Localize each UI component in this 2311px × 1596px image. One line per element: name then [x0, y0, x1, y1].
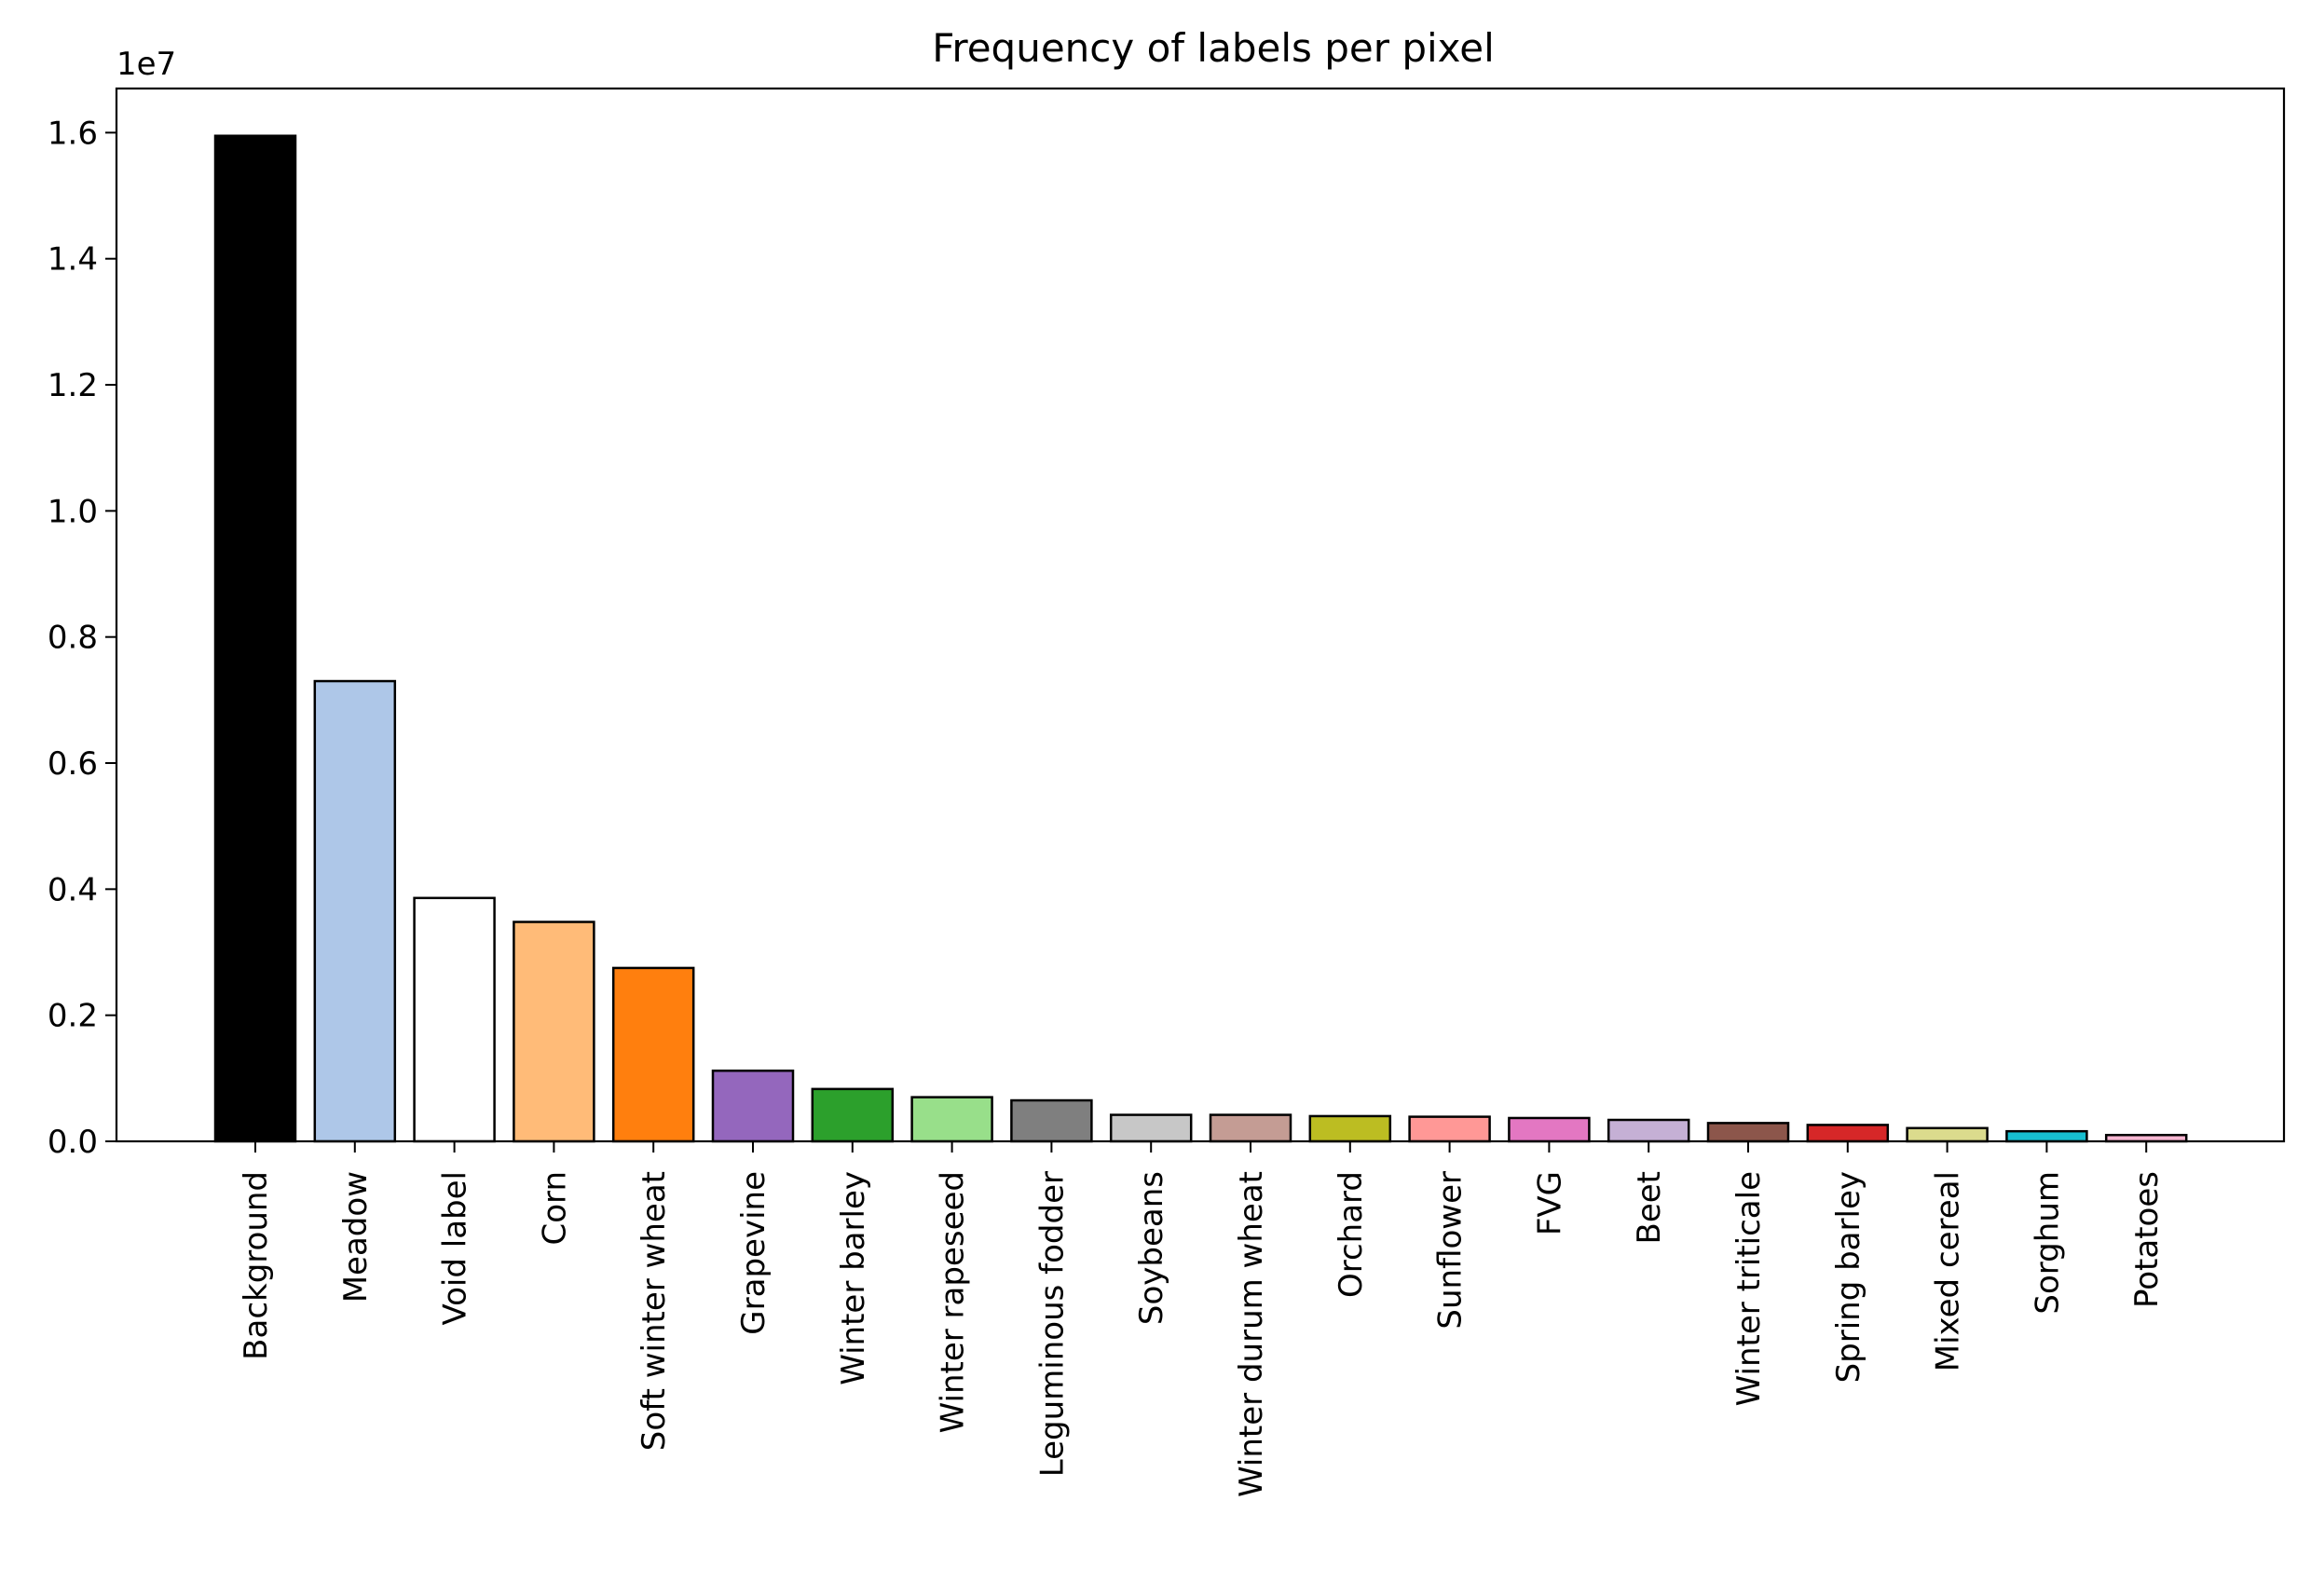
y-axis-ticks: 0.0 0.2 0.4 0.6 0.8 1.0 1.2 1.4 1.6 — [48, 115, 116, 1161]
bar-void-label — [413, 896, 496, 1143]
x-tick-label-sunflower: Sunflower — [1432, 1171, 1470, 1330]
x-tick-label-winter-triticale: Winter triticale — [1730, 1171, 1768, 1406]
y-tick-label: 1.6 — [48, 115, 98, 152]
bar-corn — [513, 921, 595, 1143]
bar-sorghum — [2005, 1129, 2088, 1143]
x-tick-label-beet: Beet — [1631, 1171, 1668, 1245]
x-tick-label-background: Background — [238, 1171, 275, 1360]
bar-grapevine — [711, 1069, 795, 1143]
x-tick-label-winter-rapeseed: Winter rapeseed — [935, 1171, 972, 1433]
x-tick-label-potatoes: Potatoes — [2128, 1171, 2166, 1308]
x-tick-label-winter-durum-wheat: Winter durum wheat — [1233, 1171, 1270, 1497]
x-tick-label-soft-winter-wheat: Soft winter wheat — [636, 1171, 673, 1451]
y-tick-label: 0.4 — [48, 871, 98, 908]
y-tick-label: 0.0 — [48, 1124, 98, 1161]
x-tick-label-sorghum: Sorghum — [2029, 1171, 2066, 1315]
bar-winter-barley — [811, 1087, 895, 1143]
plot-frame — [115, 87, 2286, 1143]
x-tick-label-soybeans: Soybeans — [1133, 1171, 1170, 1325]
bar-soft-winter-wheat — [611, 966, 695, 1143]
bar-beet — [1607, 1118, 1690, 1143]
bars-group — [213, 134, 2188, 1143]
x-tick-label-spring-barley: Spring barley — [1830, 1171, 1867, 1383]
x-tick-label-mixed-cereal: Mixed cereal — [1930, 1171, 1967, 1371]
y-tick-label: 1.2 — [48, 367, 98, 404]
x-tick-label-void-label: Void label — [437, 1171, 474, 1325]
bar-mixed-cereal — [1906, 1126, 1989, 1143]
x-tick-label-meadow: Meadow — [337, 1171, 375, 1303]
bar-leguminous-fodder — [1010, 1098, 1093, 1143]
x-tick-label-fvg: FVG — [1531, 1171, 1568, 1235]
bar-meadow — [313, 679, 397, 1143]
x-tick-label-leguminous-fodder: Leguminous fodder — [1033, 1171, 1071, 1477]
x-tick-label-corn: Corn — [536, 1171, 573, 1245]
bar-winter-rapeseed — [910, 1096, 993, 1143]
y-tick-label: 0.6 — [48, 745, 98, 783]
chart-title: Frequency of labels per pixel — [932, 25, 1494, 71]
y-tick-label: 1.0 — [48, 493, 98, 530]
y-axis-scale-label: 1e7 — [116, 46, 176, 83]
bar-sunflower — [1408, 1115, 1491, 1143]
bar-spring-barley — [1806, 1124, 1890, 1143]
x-tick-label-grapevine: Grapevine — [735, 1171, 773, 1335]
y-tick-label: 0.2 — [48, 998, 98, 1035]
bar-orchard — [1308, 1114, 1392, 1143]
x-tick-label-orchard: Orchard — [1333, 1171, 1370, 1298]
x-tick-label-winter-barley: Winter barley — [835, 1171, 872, 1385]
x-axis-ticks: Background Meadow Void label Corn Soft winte… — [238, 1141, 2166, 1497]
bar-background — [213, 134, 297, 1143]
y-tick-label: 0.8 — [48, 620, 98, 657]
bar-winter-durum-wheat — [1209, 1113, 1292, 1143]
y-tick-label: 1.4 — [48, 241, 98, 279]
bar-fvg — [1508, 1116, 1591, 1143]
bar-soybeans — [1109, 1113, 1193, 1143]
bar-winter-triticale — [1706, 1122, 1790, 1143]
